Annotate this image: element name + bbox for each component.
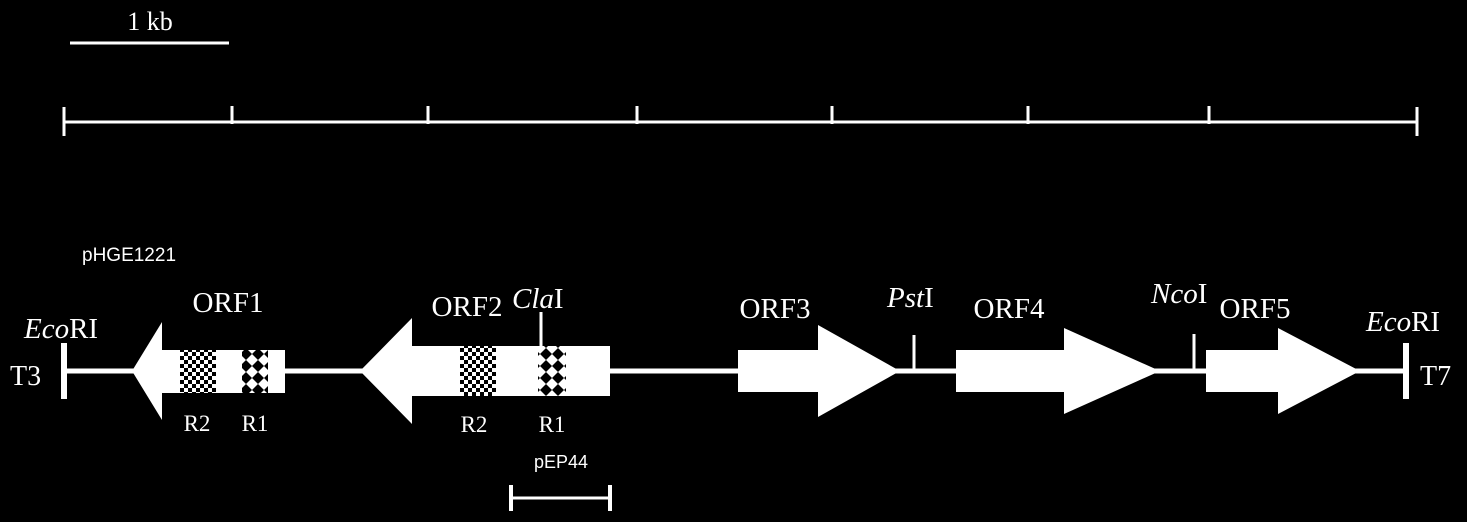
left-ecori-italic: Eco — [23, 313, 69, 345]
t7-promoter-label: T7 — [1420, 361, 1451, 392]
probe-label: pEP44 — [534, 452, 588, 472]
plasmid-name: pHGE1221 — [82, 245, 176, 266]
right-ecori-label: EcoRI — [1365, 306, 1440, 338]
orf5-arrow — [1206, 328, 1360, 414]
right-ecori-italic: Eco — [1365, 306, 1411, 338]
clai-label: ClaI — [512, 283, 564, 315]
orf1-r2-label: R2 — [184, 411, 211, 436]
psti-plain: I — [924, 282, 934, 314]
kb-ruler — [62, 106, 1419, 136]
orf5-label: ORF5 — [1220, 293, 1291, 325]
psti-italic: Pst — [886, 282, 925, 314]
scale-bar-label: 1 kb — [127, 7, 173, 36]
orf4-label: ORF4 — [974, 293, 1045, 325]
orf2-r1-label: R1 — [539, 412, 566, 437]
orf3-arrow — [738, 325, 900, 417]
right-ecori-plain: RI — [1411, 306, 1440, 338]
t3-promoter-label: T3 — [10, 361, 41, 392]
ncoi-label: NcoI — [1150, 278, 1207, 310]
orf2-repeat-r1 — [538, 346, 566, 396]
clai-italic: Cla — [512, 283, 554, 315]
orf1-repeat-r2 — [180, 350, 216, 393]
orf3-label: ORF3 — [740, 293, 811, 325]
ncoi-italic: Nco — [1150, 278, 1198, 310]
orf1-repeat-r1 — [242, 350, 268, 393]
ncoi-plain: I — [1198, 278, 1208, 310]
orf2-repeat-r2 — [460, 346, 496, 396]
orf2-label: ORF2 — [432, 291, 503, 323]
left-ecori-plain: RI — [69, 313, 98, 345]
probe-bar — [509, 485, 612, 511]
clai-plain: I — [554, 283, 564, 315]
orf1-label: ORF1 — [193, 287, 264, 319]
orf1-r1-label: R1 — [242, 411, 269, 436]
orf4-arrow — [956, 328, 1160, 414]
orf2-r2-label: R2 — [461, 412, 488, 437]
left-ecori-label: EcoRI — [23, 313, 98, 345]
psti-label: PstI — [886, 282, 934, 314]
